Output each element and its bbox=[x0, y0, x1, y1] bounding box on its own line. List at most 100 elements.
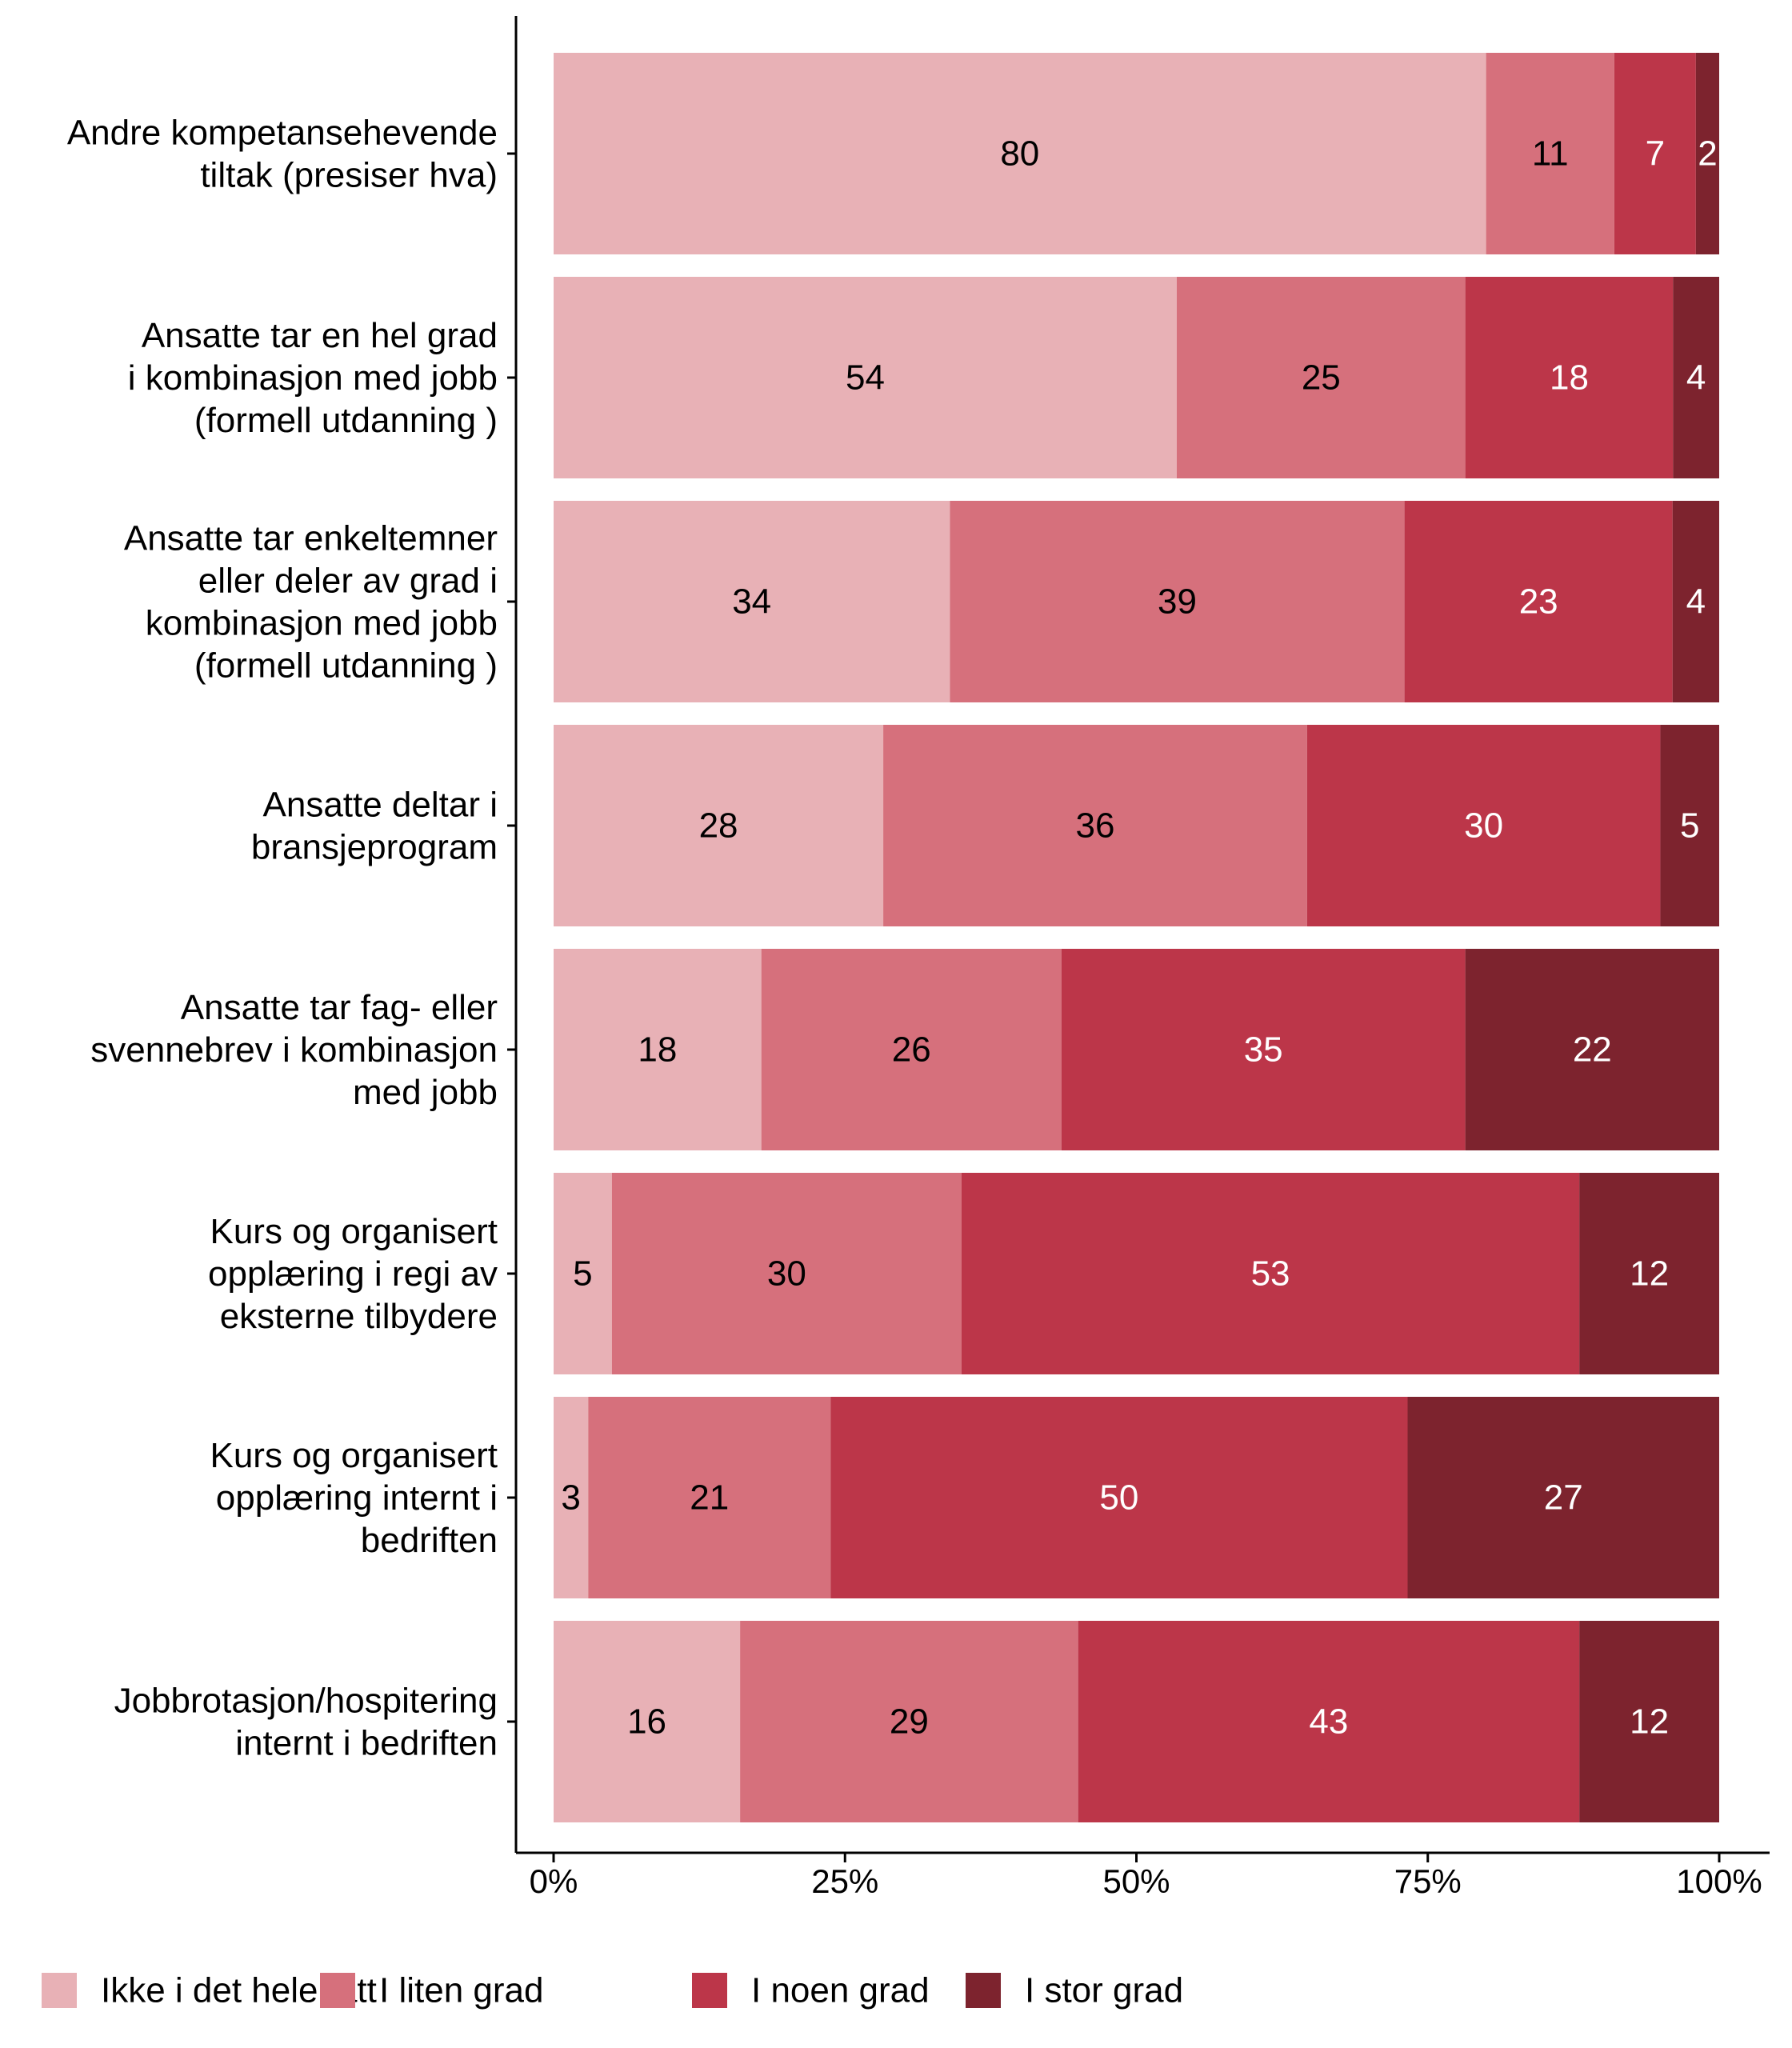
x-tick-label-3: 50% bbox=[1102, 1862, 1170, 1900]
bar-segment-4-2 bbox=[883, 725, 1307, 926]
bar-segment-8-4 bbox=[1579, 1621, 1719, 1822]
bar-segment-2-3 bbox=[1465, 277, 1674, 478]
segment-label-2-3: 18 bbox=[1550, 358, 1589, 398]
bar-segment-1-3 bbox=[1614, 53, 1696, 254]
category-label-1: Andre kompetansehevende tiltak (presiser … bbox=[67, 113, 498, 194]
bar-segment-4-4 bbox=[1660, 725, 1719, 926]
bar-segment-5-4 bbox=[1465, 949, 1719, 1150]
category-label-line: (formell utdanning ) bbox=[194, 646, 498, 685]
category-label-line: Andre kompetansehevende bbox=[67, 113, 498, 152]
segment-label-3-2: 39 bbox=[1158, 582, 1197, 622]
x-tick-label-5: 100% bbox=[1676, 1862, 1762, 1900]
segment-label-7-1: 3 bbox=[561, 1478, 580, 1518]
category-label-2: Ansatte tar en hel grad i kombinasjon med… bbox=[128, 316, 498, 440]
segment-label-2-1: 54 bbox=[846, 358, 885, 398]
category-label-5: Ansatte tar fag- eller svennebrev i kombi… bbox=[90, 988, 498, 1112]
category-label-line: Ansatte tar fag- eller bbox=[181, 988, 498, 1027]
segment-label-1-1: 80 bbox=[1000, 134, 1039, 174]
segment-label-8-1: 16 bbox=[627, 1702, 666, 1742]
category-label-line: Jobbrotasjon/hospitering bbox=[114, 1681, 498, 1720]
segment-label-1-4: 2 bbox=[1698, 134, 1717, 174]
category-label-line: Kurs og organisert bbox=[210, 1212, 498, 1251]
segment-labels-layer: 80 11 7 254 25 18 434 39 23 428 36 30 518 26 35 225 30 53… bbox=[561, 134, 1717, 1742]
bar-segment-5-3 bbox=[1061, 949, 1466, 1150]
bar-segment-2-4 bbox=[1673, 277, 1719, 478]
x-tick-label-1: 0% bbox=[530, 1862, 578, 1900]
category-label-line: Kurs og organisert bbox=[210, 1436, 498, 1475]
legend-swatch-2 bbox=[320, 1973, 355, 2008]
x-tick-label-2: 25% bbox=[811, 1862, 878, 1900]
bar-segment-8-2 bbox=[740, 1621, 1078, 1822]
bar-segment-6-2 bbox=[611, 1173, 962, 1374]
segment-label-4-2: 36 bbox=[1076, 806, 1115, 846]
segment-label-6-2: 30 bbox=[767, 1254, 806, 1294]
segment-label-8-4: 12 bbox=[1630, 1702, 1669, 1742]
category-label-line: Ansatte tar en hel grad bbox=[142, 316, 498, 355]
category-label-7: Kurs og organisert opplæring internt i bed… bbox=[210, 1436, 498, 1560]
segment-label-3-4: 4 bbox=[1686, 582, 1706, 622]
segment-label-4-1: 28 bbox=[699, 806, 738, 846]
bar-segment-8-1 bbox=[554, 1621, 741, 1822]
segment-label-5-4: 22 bbox=[1573, 1030, 1612, 1070]
category-label-3: Ansatte tar enkeltemner eller deler av gr… bbox=[124, 518, 498, 685]
segment-label-1-2: 11 bbox=[1532, 134, 1569, 174]
segment-label-6-3: 53 bbox=[1251, 1254, 1290, 1294]
category-label-line: bransjeprogram bbox=[251, 827, 498, 866]
segment-label-8-2: 29 bbox=[890, 1702, 929, 1742]
segment-label-8-3: 43 bbox=[1309, 1702, 1348, 1742]
x-tick-label-4: 75% bbox=[1394, 1862, 1462, 1900]
legend-label-3: I noen grad bbox=[751, 1971, 930, 2010]
segment-label-5-2: 26 bbox=[892, 1030, 931, 1070]
segment-label-7-4: 27 bbox=[1544, 1478, 1583, 1518]
category-label-line: (formell utdanning ) bbox=[194, 401, 498, 440]
legend-label-2: I liten grad bbox=[379, 1971, 543, 2010]
category-label-line: med jobb bbox=[353, 1073, 498, 1112]
bar-segment-7-1 bbox=[554, 1397, 589, 1598]
category-label-line: bedriften bbox=[361, 1521, 498, 1560]
category-label-line: svennebrev i kombinasjon bbox=[90, 1030, 498, 1070]
segment-label-3-1: 34 bbox=[732, 582, 771, 622]
segment-label-1-3: 7 bbox=[1646, 134, 1665, 174]
segment-label-4-4: 5 bbox=[1680, 806, 1699, 846]
bar-segment-5-2 bbox=[761, 949, 1062, 1150]
bar-segment-3-4 bbox=[1672, 501, 1719, 702]
bar-segment-2-2 bbox=[1176, 277, 1466, 478]
bar-segment-5-1 bbox=[554, 949, 762, 1150]
category-label-line: eller deler av grad i bbox=[198, 561, 498, 600]
segment-label-5-1: 18 bbox=[638, 1030, 677, 1070]
category-label-line: i kombinasjon med jobb bbox=[128, 358, 498, 398]
bar-segment-7-3 bbox=[830, 1397, 1408, 1598]
category-label-line: internt i bedriften bbox=[235, 1723, 498, 1762]
bar-segment-6-1 bbox=[554, 1173, 612, 1374]
bar-segment-3-1 bbox=[554, 501, 950, 702]
bar-segment-8-3 bbox=[1078, 1621, 1580, 1822]
legend-swatch-3 bbox=[692, 1973, 727, 2008]
segment-label-4-3: 30 bbox=[1464, 806, 1503, 846]
category-label-line: tiltak (presiser hva) bbox=[200, 155, 498, 194]
bar-segment-1-4 bbox=[1695, 53, 1719, 254]
bar-segment-4-1 bbox=[554, 725, 884, 926]
category-label-8: Jobbrotasjon/hospitering internt i bedrif… bbox=[114, 1681, 498, 1762]
category-label-line: opplæring i regi av bbox=[208, 1254, 498, 1294]
segment-label-7-3: 50 bbox=[1099, 1478, 1138, 1518]
category-label-line: Ansatte tar enkeltemner bbox=[124, 518, 498, 558]
category-label-line: opplæring internt i bbox=[216, 1478, 498, 1518]
bar-segment-3-3 bbox=[1404, 501, 1673, 702]
bars-layer bbox=[554, 53, 1719, 1822]
segment-label-2-2: 25 bbox=[1302, 358, 1341, 398]
segment-label-6-1: 5 bbox=[573, 1254, 592, 1294]
bar-segment-7-2 bbox=[588, 1397, 831, 1598]
axes-layer: Andre kompetansehevende tiltak (presiser … bbox=[67, 16, 1770, 1900]
legend: Ikke i det hele tatt I liten grad I noen g… bbox=[42, 1971, 1183, 2010]
category-label-line: eksterne tilbydere bbox=[220, 1297, 498, 1336]
category-label-4: Ansatte deltar i bransjeprogram bbox=[251, 785, 498, 866]
segment-label-7-2: 21 bbox=[690, 1478, 729, 1518]
bar-segment-7-4 bbox=[1407, 1397, 1719, 1598]
bar-segment-4-3 bbox=[1306, 725, 1661, 926]
bar-segment-6-3 bbox=[961, 1173, 1580, 1374]
category-label-line: kombinasjon med jobb bbox=[146, 603, 498, 642]
legend-swatch-4 bbox=[966, 1973, 1001, 2008]
bar-segment-2-1 bbox=[554, 277, 1177, 478]
category-label-6: Kurs og organisert opplæring i regi av eks… bbox=[208, 1212, 498, 1336]
